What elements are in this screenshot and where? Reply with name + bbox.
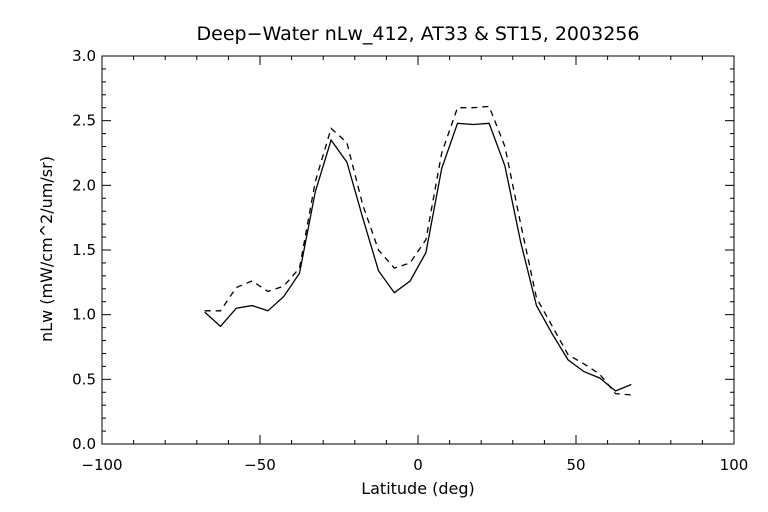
y-axis-label: nLw (mW/cm^2/um/sr) [37,156,56,342]
x-tick-label: −50 [244,456,276,474]
x-tick-label: 100 [720,456,749,474]
axis-ticks [101,55,735,445]
series-layer [204,105,632,396]
chart-title: Deep−Water nLw_412, AT33 & ST15, 2003256 [197,23,640,45]
series-line-solid [204,122,632,392]
y-tick-label: 1.0 [72,306,96,324]
y-tick-label: 2.5 [72,112,96,130]
y-tick-label: 3.0 [72,47,96,65]
x-tick-label: −100 [81,456,122,474]
x-axis-label: Latitude (deg) [361,479,475,498]
y-tick-label: 1.5 [72,241,96,259]
y-tick-label: 0.0 [72,435,96,453]
plot-frame [101,55,735,445]
tick-labels: −100 −50 0 50 100 0.0 0.5 1.0 1.5 2.0 2.5 3.0 [72,47,748,474]
y-tick-label: 2.0 [72,176,96,194]
series-line-dashed [204,105,632,396]
x-tick-label: 50 [566,456,585,474]
x-tick-label: 0 [413,456,423,474]
y-tick-label: 0.5 [72,370,96,388]
